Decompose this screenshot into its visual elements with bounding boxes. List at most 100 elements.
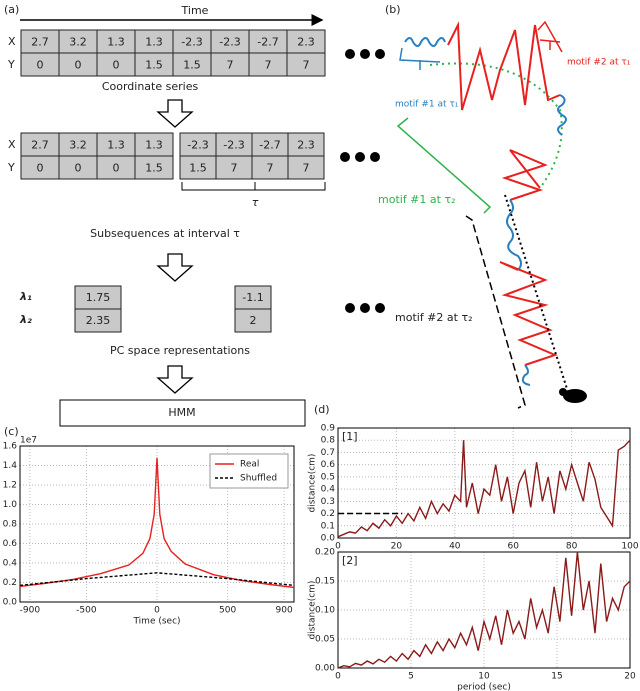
series-line [337,439,631,538]
x-tick-label: 100 [621,542,638,552]
legend-label: Real [240,460,259,470]
y-tick-label: 0.8 [3,520,18,530]
cell-value: -2.3 [223,139,244,152]
y-tick-label: 0.4 [321,485,336,495]
row-label: X [8,35,16,48]
cell-value: 7 [231,162,238,175]
x-tick-label: 60 [507,542,519,552]
cell-value: 1.3 [145,36,163,49]
row-label: Y [7,161,15,174]
annotation: [2] [342,554,358,567]
y-tick-label: 0.6 [3,539,18,549]
legend-box [209,453,289,489]
y-tick-label: 0.4 [3,559,18,569]
cell-value: 3.2 [69,36,87,49]
cell-value: 2.3 [297,36,315,49]
y-tick-label: 1.6 [3,442,18,452]
cell-value: 1.3 [107,139,125,152]
x-tick-label: 500 [219,606,236,616]
cell-value: 0 [113,162,120,175]
plot-frame [19,445,295,603]
series-line [19,457,295,589]
panel-label: (a) [4,3,19,16]
x-tick-label: 5 [408,672,414,682]
x-tick-label: 0 [335,672,341,682]
cell-value: 2.3 [297,139,315,152]
panel-label: (d) [314,403,330,416]
caption: Subsequences at interval τ [90,227,240,240]
mouse [559,388,567,396]
cell-value: 0 [75,162,82,175]
tau: τ [252,196,259,209]
annotation: [1] [342,430,358,443]
cell-value: 7 [227,59,234,72]
cell-value: -2.7 [259,139,280,152]
row-label: Y [7,58,15,71]
y-tick-label: 0.3 [321,497,335,507]
motif-label: motif #1 at τ₂ [378,193,455,206]
bracket [181,182,326,191]
cell-value: 7 [303,59,310,72]
panel-label: (c) [4,425,19,438]
lambda-label: λ₁ [19,290,32,303]
row-label: X [8,138,16,151]
x-tick-label: 15 [551,672,562,682]
x-tick-label: 40 [449,542,461,552]
hmm-label: HMM [168,406,195,419]
y-axis-label: distance(cm) [308,454,318,513]
x-tick-label: 0 [154,606,160,616]
time-label: Time [181,4,209,17]
table-cell [74,308,122,333]
x-tick-label: 900 [276,606,293,616]
plot-frame [337,551,631,669]
cell-value: -2.3 [181,36,202,49]
cell-value: -2.7 [257,36,278,49]
cell-value: 1.75 [86,291,111,304]
y-tick-label: 1.0 [3,500,18,510]
y-tick-label: 0.05 [315,635,335,645]
cell-value: 3.2 [69,139,87,152]
caption: Coordinate series [102,80,199,93]
flow-arrow [156,99,194,394]
x-tick-label: 20 [624,672,636,682]
cell-value: 0 [37,162,44,175]
cell-value: -2.3 [219,36,240,49]
trajectory [396,20,569,409]
series-line [19,572,295,587]
y-tick-label: 0.15 [315,577,335,587]
y-tick-label: 0.5 [321,472,335,482]
x-tick-label: -500 [76,606,97,616]
motif-label: motif #2 at τ₂ [395,311,472,324]
cell-value: 1.5 [145,162,163,175]
motif-label: motif #1 at τ₁ [395,100,459,110]
x-tick-label: 80 [566,542,578,552]
cell-value: 7 [267,162,274,175]
x-tick-label: -900 [20,606,41,616]
y-tick-label: 0.2 [3,578,17,588]
y-tick-label: 0.8 [321,436,336,446]
cell-value: 2.7 [31,139,49,152]
cell-value: 1.3 [145,139,163,152]
cell-value: 1.5 [183,59,201,72]
hmm-box [59,399,306,427]
y-tick-label: 1.2 [3,481,17,491]
cell-value: 7 [265,59,272,72]
table-cell [286,52,326,77]
y-tick-label: 0.0 [3,598,18,608]
legend-label: Shuffled [240,474,277,484]
y-offset-label: 1e7 [20,436,37,446]
x-axis-label: period (sec) [457,683,511,691]
cell-value: 0 [113,59,120,72]
table-cell [134,155,174,180]
cell-value: 1.3 [107,36,125,49]
cell-value: 2.7 [31,36,49,49]
cell-value: -1.1 [242,291,263,304]
y-axis-label: distance(cm) [308,581,318,640]
caption: PC space representations [110,344,250,357]
y-tick-label: 0.9 [321,424,336,434]
y-tick-label: 0.6 [321,460,336,470]
series-line [337,551,631,669]
cell-value: 0 [37,59,44,72]
cell-value: -2.3 [187,139,208,152]
